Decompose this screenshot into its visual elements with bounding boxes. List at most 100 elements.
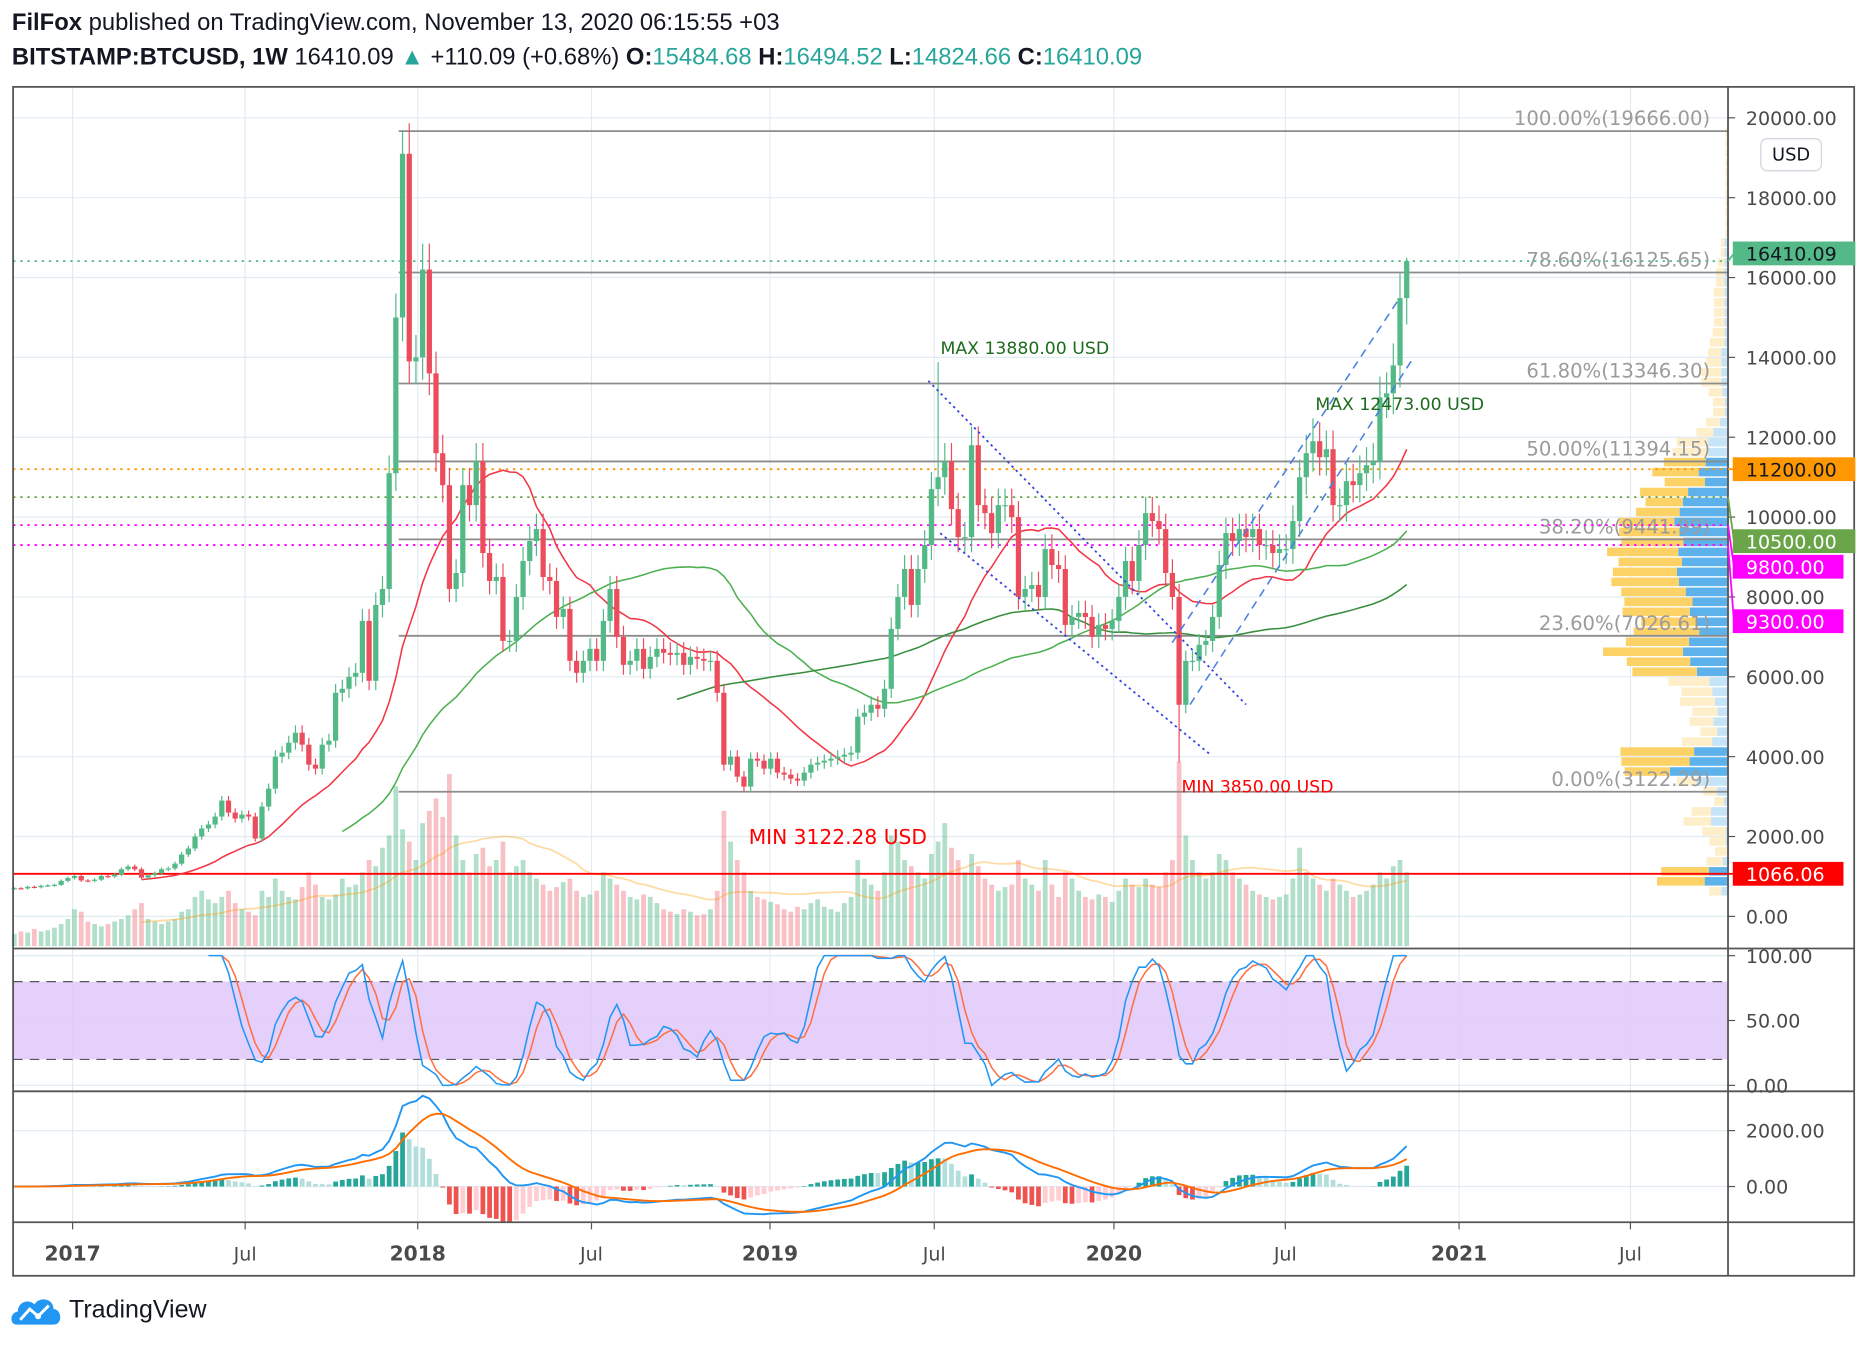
macd-histogram-bar (781, 1186, 787, 1190)
volume-bar (520, 860, 526, 947)
volume-bar (975, 866, 981, 947)
candle (118, 867, 125, 877)
candle-body (607, 588, 613, 621)
volume-bar (1129, 884, 1135, 947)
volume-bar (440, 817, 446, 947)
volume-profile-bar-up (1715, 278, 1725, 287)
candle (527, 526, 533, 576)
macd-histogram-bar (246, 1183, 251, 1187)
candle-body (359, 620, 366, 673)
candle (647, 646, 653, 679)
volume-bar (1236, 878, 1242, 947)
macd-histogram-bar (326, 1184, 332, 1187)
macd-histogram-bar (534, 1186, 539, 1202)
candle-body (540, 529, 546, 577)
volume-profile-bar-up (1611, 577, 1679, 587)
candle (1149, 496, 1155, 537)
volume-profile-bar-down (1676, 567, 1729, 577)
candle-body (634, 648, 640, 661)
volume-bar (654, 903, 660, 947)
volume-profile-bar-down (1721, 377, 1729, 387)
candle-body (232, 812, 238, 819)
volume-bar (828, 909, 834, 947)
macd-histogram-bar (982, 1182, 988, 1187)
ma-50-line (341, 530, 1408, 833)
volume-profile-bar-up (1681, 737, 1713, 746)
volume-bar (775, 904, 780, 947)
macd-histogram-bar (1297, 1178, 1302, 1187)
candle-body (185, 848, 191, 855)
volume-profile-bar-up (1714, 797, 1725, 806)
candle (1370, 442, 1376, 484)
candle (165, 866, 171, 872)
volume-bar (206, 899, 211, 947)
candle (995, 488, 1001, 549)
candle (1209, 604, 1216, 652)
candle-body (1296, 477, 1303, 522)
candle (1377, 376, 1383, 480)
candle-body (199, 828, 205, 837)
volume-bar (580, 896, 586, 947)
macd-histogram-bar (942, 1158, 948, 1187)
candle (493, 563, 499, 595)
tradingview-brand[interactable]: TradingView (10, 1295, 207, 1326)
macd-histogram-bar (667, 1185, 673, 1187)
volume-bar (272, 878, 278, 947)
volume-bar (259, 890, 265, 947)
macd-histogram-bar (527, 1186, 533, 1207)
candle-body (868, 704, 874, 713)
volume-bar (547, 890, 553, 947)
macd-histogram-bar (1056, 1186, 1061, 1201)
volume-bar (560, 882, 566, 947)
candle (219, 795, 225, 821)
candle (727, 750, 734, 771)
macd-histogram-bar (855, 1175, 861, 1187)
macd-histogram-bar (293, 1177, 298, 1187)
candle-body (1230, 533, 1236, 542)
volume-profile-bar-up (1725, 128, 1727, 137)
candle-body (112, 874, 118, 877)
volume-profile-bar-up (1725, 228, 1727, 237)
candle-body (266, 788, 272, 807)
candle-body (681, 652, 687, 665)
volume-bar (179, 911, 185, 947)
volume-bar (500, 841, 506, 947)
volume-bar (674, 914, 680, 947)
volume-bar (192, 896, 198, 947)
author-name[interactable]: FilFox (11, 9, 82, 36)
candle (379, 575, 386, 618)
tradingview-cloud-logo-icon (11, 1299, 61, 1325)
candle (1002, 488, 1008, 522)
volume-bar (788, 911, 794, 947)
volume-profile-bar-up (1621, 757, 1690, 766)
candle (835, 750, 841, 765)
currency-button[interactable]: USD (1760, 138, 1823, 172)
macd-histogram-bar (915, 1162, 921, 1187)
macd-histogram-bar (286, 1178, 292, 1187)
volume-profile-bar-up (1725, 158, 1727, 167)
macd-signal-line (14, 1112, 1408, 1213)
volume-bar (1390, 866, 1396, 947)
candle-body (1250, 529, 1256, 538)
candle-body (1390, 365, 1396, 394)
macd-histogram-bar (1170, 1184, 1175, 1187)
candle (1143, 496, 1149, 560)
candle-body (1062, 569, 1068, 625)
candle (788, 768, 794, 785)
price-axis-label: 8000.00 (1746, 587, 1825, 609)
candle (1343, 463, 1350, 522)
candle-body (379, 588, 386, 605)
volume-profile-bar-down (1724, 278, 1729, 287)
candle-body (553, 580, 560, 617)
volume-bar (1076, 890, 1082, 947)
macd-histogram-bar (1290, 1181, 1296, 1187)
volume-profile-bar-up (1624, 767, 1670, 776)
volume-profile-bar-up (1701, 377, 1722, 387)
fib-level-label: 100.00%(19666.00) (1514, 107, 1710, 130)
candles (11, 123, 1410, 890)
time-axis-label: Jul (1618, 1243, 1642, 1265)
candle-body (393, 317, 399, 474)
candle-body (1196, 644, 1202, 661)
volume-profile-bar-down (1704, 477, 1729, 487)
